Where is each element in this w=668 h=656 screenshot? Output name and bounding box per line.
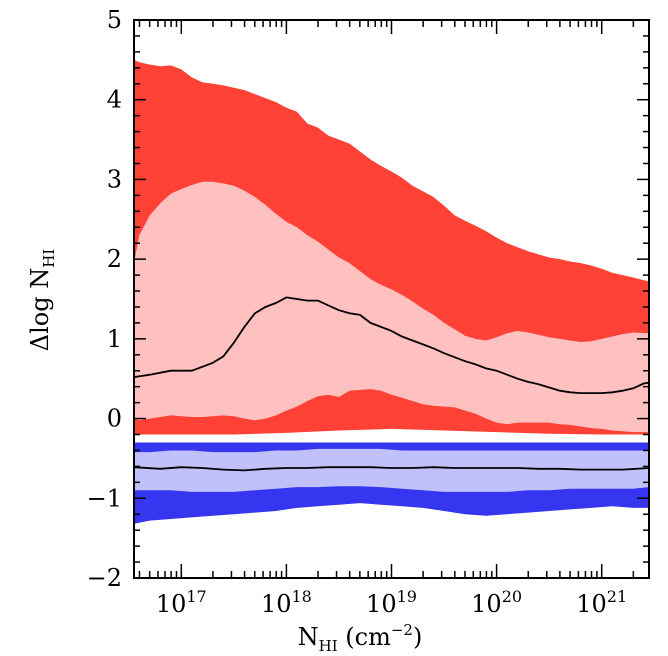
y-tick-label: 5 [107,6,122,34]
median-line-blue [134,466,649,472]
bands-layer [134,59,649,524]
y-tick-label: 3 [107,165,122,193]
median-line-red [134,296,649,395]
y-axis-label: Δlog NHI [26,249,58,352]
x-axis-label-rest: (cm [338,623,391,651]
y-tick-label: 4 [107,86,122,114]
x-axis-label-end: ) [413,623,422,651]
y-axis-label-main: Δlog N [26,268,54,351]
x-tick-label: 1020 [471,587,522,618]
x-tick-label: 1018 [261,587,312,618]
ticks-layer: 5 4 3 2 1 0 −1 −2 1017 1018 1019 1020 1021 [87,6,649,618]
x-tick-label: 1021 [576,587,627,618]
x-axis-label-sup: −2 [391,621,413,639]
y-tick-label: 2 [107,245,122,273]
x-axis-label-sub: HI [319,637,338,655]
x-axis-label: NHI (cm−2) [298,621,423,655]
x-axis-label-main: N [298,623,319,651]
band-red-white-gap [134,428,649,443]
y-tick-label: 1 [107,325,122,353]
median-lines-layer [134,296,649,472]
x-tick-label: 1019 [366,587,417,618]
band-blue-inner [134,448,649,492]
y-tick-label: −2 [87,564,122,592]
x-tick-label: 1017 [156,587,207,618]
band-red-inner [134,181,649,433]
y-tick-label: −1 [87,484,122,512]
y-axis-label-sub: HI [40,249,58,268]
y-tick-label: 0 [107,405,122,433]
